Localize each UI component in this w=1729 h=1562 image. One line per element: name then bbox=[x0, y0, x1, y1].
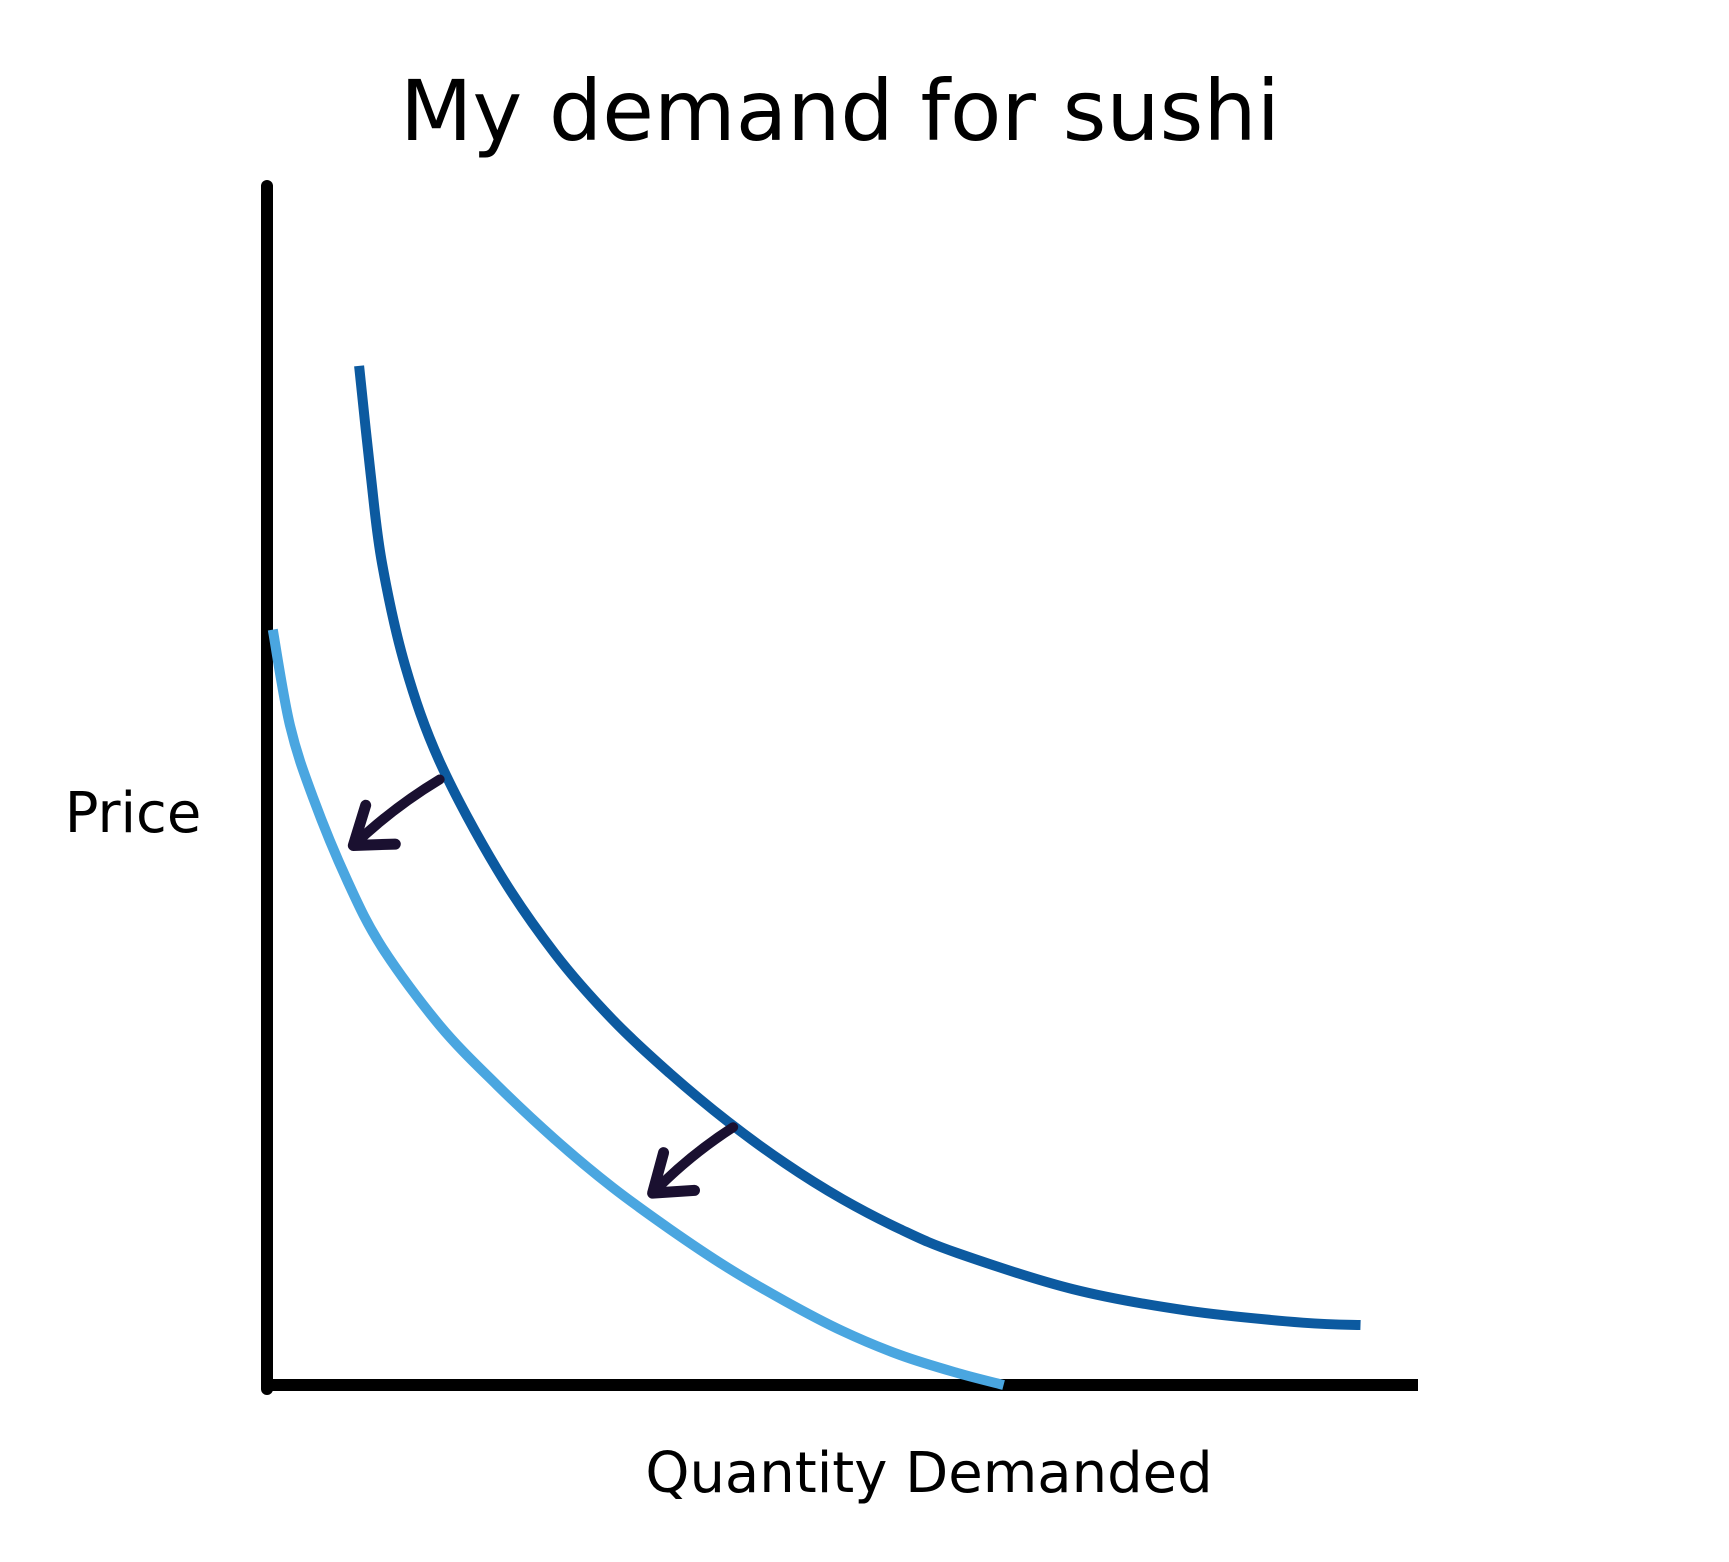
arrow-shaft bbox=[348, 774, 445, 851]
x-axis-label: Quantity Demanded bbox=[645, 1441, 1212, 1506]
shift-arrow-2 bbox=[647, 1122, 739, 1199]
shift-arrow-1 bbox=[347, 774, 445, 851]
axes bbox=[261, 180, 1418, 1395]
y-axis-label: Price bbox=[65, 781, 202, 846]
annotations bbox=[347, 774, 739, 1199]
chart-title: My demand for sushi bbox=[400, 62, 1280, 160]
demand-curve-1 bbox=[354, 365, 1361, 1330]
series-group bbox=[267, 365, 1361, 1390]
demand-curve-2 bbox=[267, 628, 1005, 1390]
arrow-head bbox=[647, 1147, 700, 1199]
arrow-shaft bbox=[647, 1122, 739, 1199]
arrow-head bbox=[347, 799, 401, 851]
